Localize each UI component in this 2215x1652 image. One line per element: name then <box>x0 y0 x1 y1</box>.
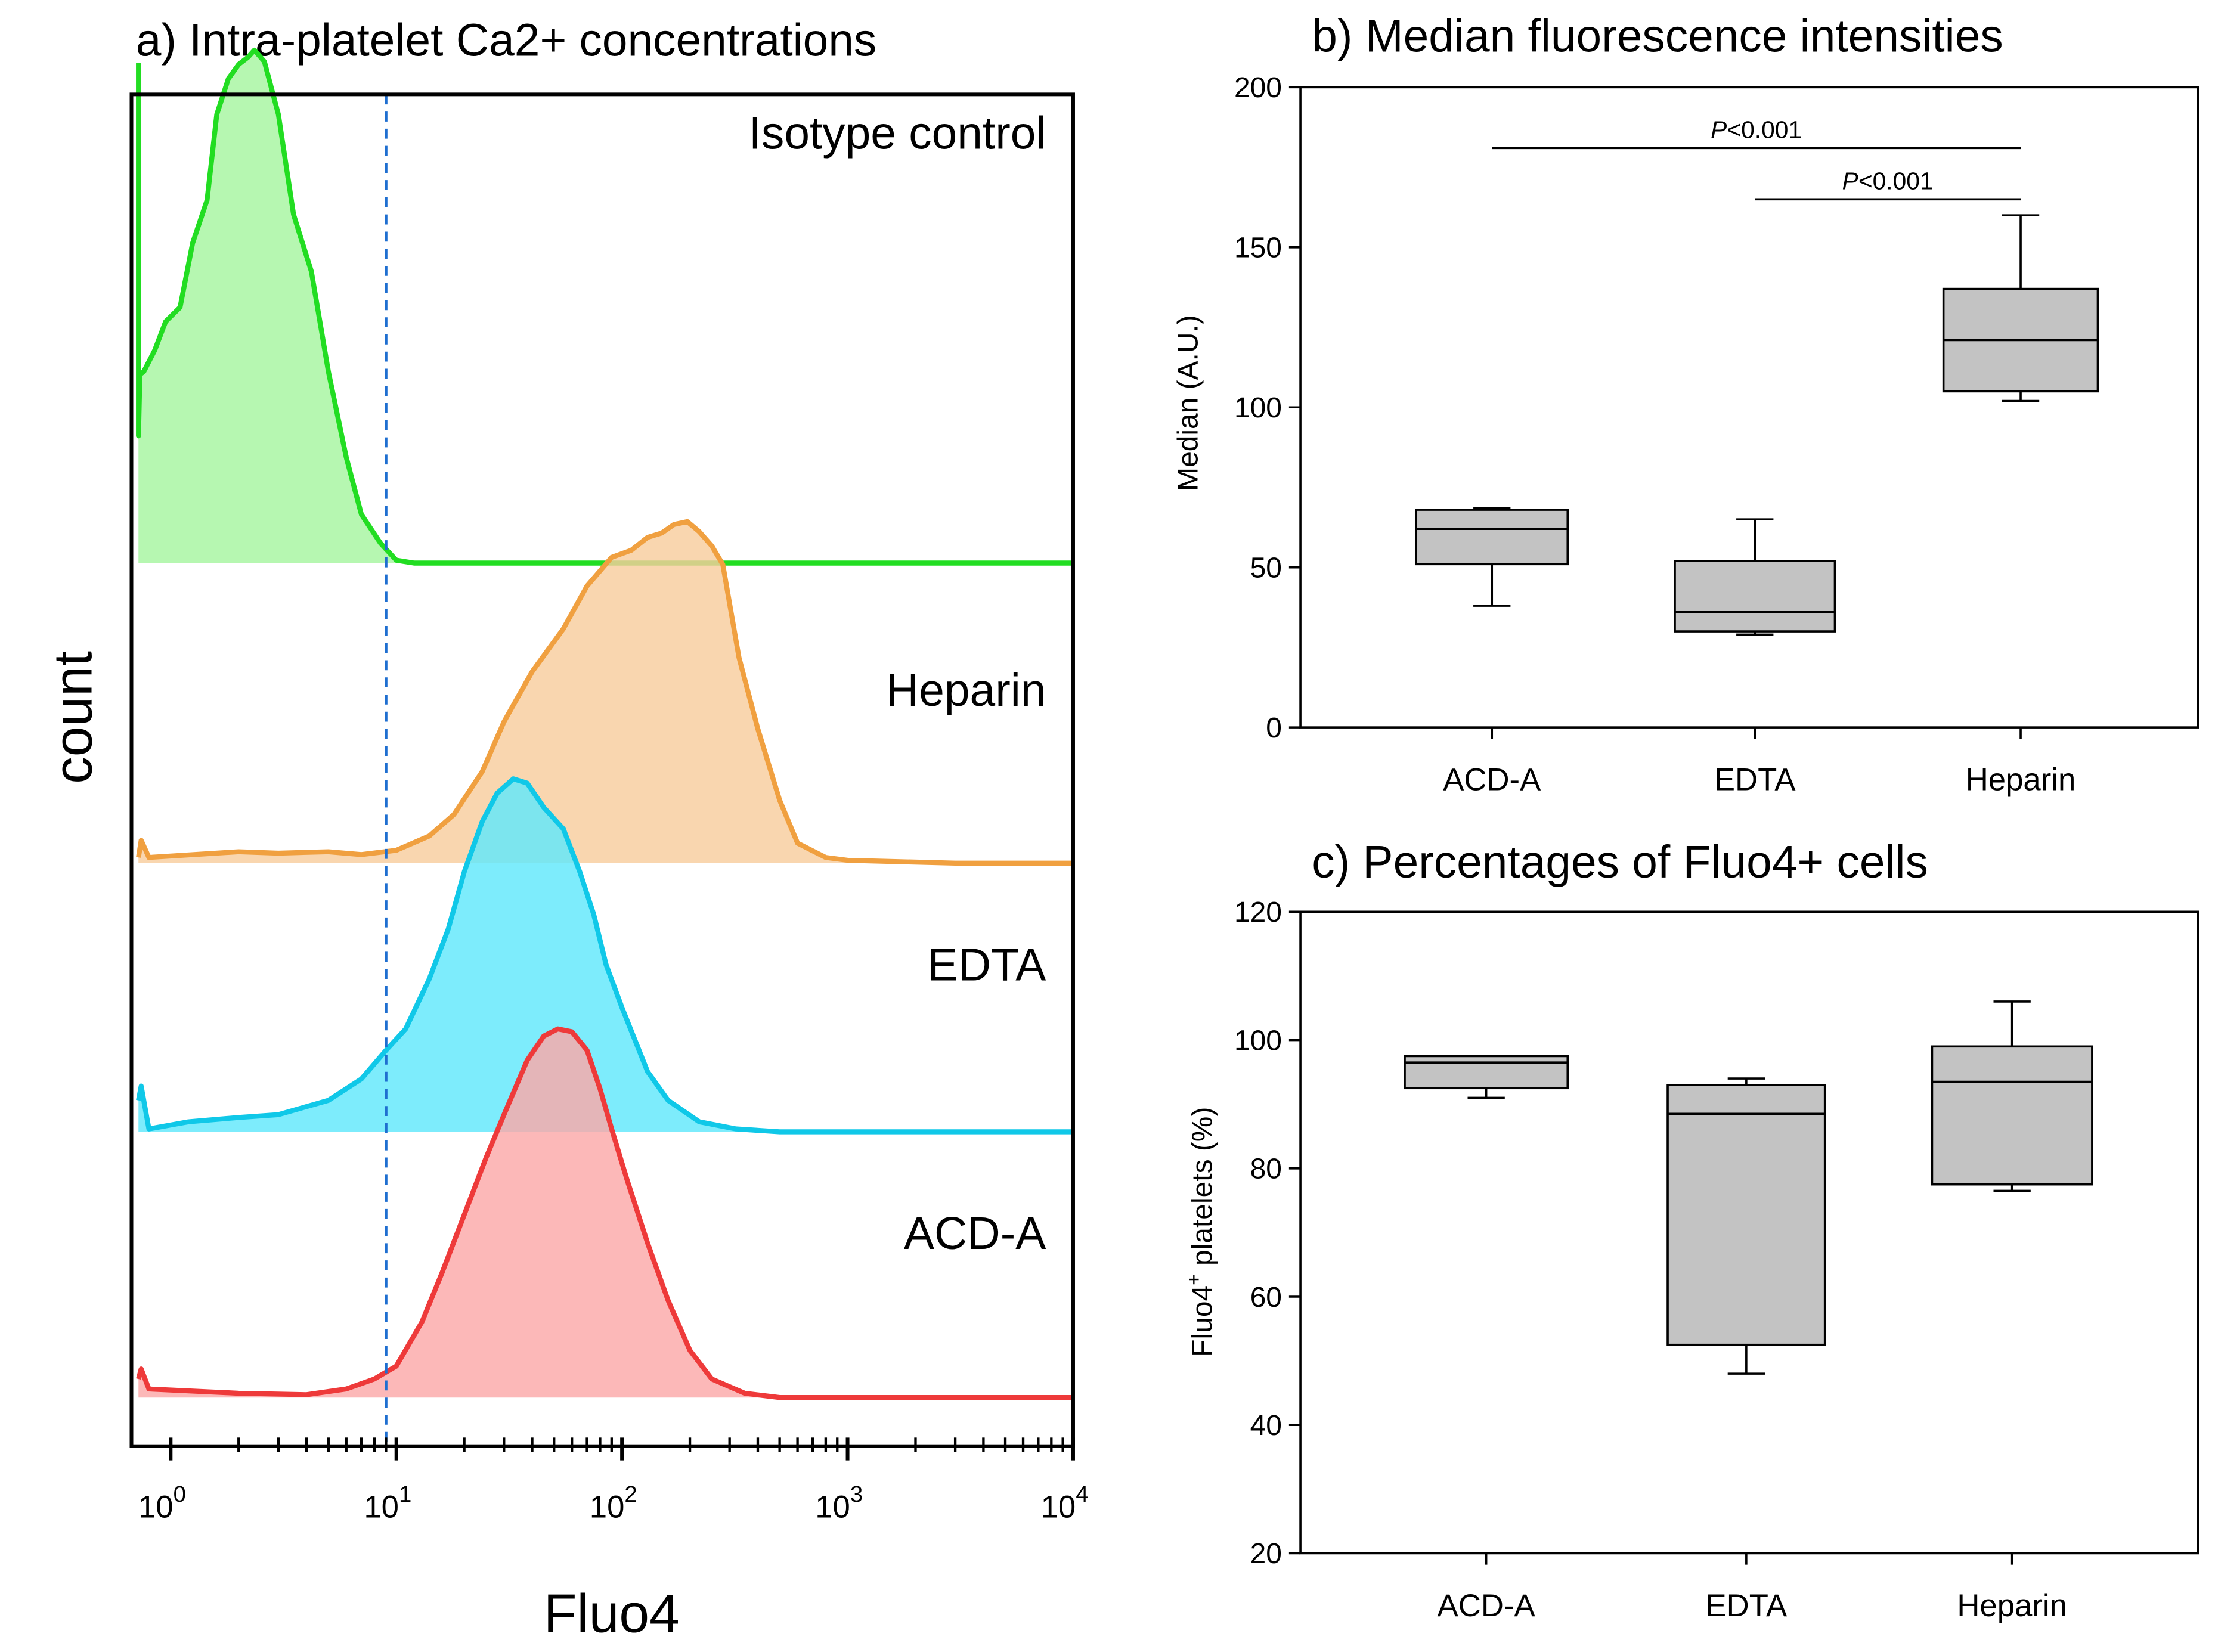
histogram-line-isotype-control <box>136 47 1073 566</box>
panel-b-y-label: Median (A.U.) <box>1172 315 1204 491</box>
panel-c-y-label-rest: platelets (%) <box>1187 1107 1218 1274</box>
y-tick-label: 100 <box>1234 1025 1282 1056</box>
panel-b-boxes <box>1415 214 2099 636</box>
x-tick-label-heparin: Heparin <box>1957 1588 2067 1623</box>
x-tick-exponent: 0 <box>174 1481 186 1507</box>
box-heparin <box>1931 1000 2093 1192</box>
x-tick-base: 10 <box>364 1490 399 1525</box>
y-tick-label: 150 <box>1234 233 1282 264</box>
panel-a-y-label: count <box>43 651 103 784</box>
box-acd-a <box>1415 507 1569 607</box>
x-tick-label: 102 <box>590 1481 637 1524</box>
panel-a-frame <box>129 92 1075 1448</box>
y-tick-label: 120 <box>1234 897 1282 928</box>
x-tick-base: 10 <box>815 1490 850 1525</box>
histogram-line-heparin <box>136 519 1073 866</box>
histogram-line-edta <box>136 776 1073 1135</box>
x-tick-exponent: 3 <box>850 1481 863 1507</box>
panel-c-y-label-main: Fluo4 <box>1187 1285 1218 1357</box>
box-heparin <box>1942 214 2099 402</box>
y-tick-label: 80 <box>1250 1154 1282 1185</box>
y-tick-label: 100 <box>1234 392 1282 424</box>
x-tick-base: 10 <box>138 1490 174 1525</box>
box-edta <box>1674 518 1836 636</box>
p-value: <0.001 <box>1858 167 1934 194</box>
x-tick-base: 10 <box>590 1490 625 1525</box>
significance-label: P<0.001 <box>1842 167 1934 194</box>
box-iqr <box>1404 1055 1569 1090</box>
panel-c-title: c) Percentages of Fluo4+ cells <box>1312 837 1928 888</box>
y-tick-label: 20 <box>1250 1538 1282 1570</box>
histogram-fill-edta <box>138 779 1073 1132</box>
panel-a-histogram: a) Intra-platelet Ca2+ concentrations 10… <box>43 16 1088 1644</box>
x-tick-exponent: 4 <box>1076 1481 1088 1507</box>
panel-b-boxplot: b) Median fluorescence intensities 0 50 10… <box>1172 11 2199 798</box>
y-tick-label: 200 <box>1234 72 1282 104</box>
series-label-isotype-control: Isotype control <box>749 108 1046 159</box>
p-symbol: P <box>1842 167 1858 194</box>
x-tick-exponent: 1 <box>399 1481 411 1507</box>
x-tick-label-edta: EDTA <box>1706 1588 1788 1623</box>
series-label-acd-a: ACD-A <box>904 1208 1046 1259</box>
y-tick-label: 0 <box>1266 712 1282 744</box>
box-iqr <box>1666 1084 1826 1346</box>
panel-c-boxplot: c) Percentages of Fluo4+ cells 20 40 60 80 1… <box>1183 837 2199 1623</box>
histogram-layers <box>136 47 1073 1400</box>
panel-a-x-label: Fluo4 <box>544 1583 680 1644</box>
y-tick-label: 60 <box>1250 1282 1282 1313</box>
panel-b-axes: 0 50 100 150 200 ACD-A EDTA Heparin <box>1234 72 2075 797</box>
x-tick-label-acd-a: ACD-A <box>1438 1588 1536 1623</box>
box-edta <box>1666 1077 1826 1375</box>
histogram-fill-acd-a <box>138 1028 1073 1398</box>
histogram-fill-heparin <box>138 521 1073 863</box>
panel-c-y-label: Fluo4+ platelets (%) <box>1183 1107 1218 1357</box>
histogram-line-acd-a <box>136 1026 1073 1400</box>
x-tick-label-acd-a: ACD-A <box>1443 763 1541 798</box>
box-iqr <box>1674 560 1836 633</box>
box-iqr <box>1415 509 1569 566</box>
x-tick-label: 101 <box>364 1481 411 1524</box>
histogram-fill-isotype-control <box>138 50 1073 563</box>
series-label-edta: EDTA <box>928 940 1046 990</box>
panel-c-axes: 20 40 60 80 100 120 ACD-A EDTA Heparin <box>1234 897 2067 1623</box>
panel-c-boxes <box>1404 1000 2093 1375</box>
box-iqr <box>1931 1045 2093 1186</box>
panel-b-title: b) Median fluorescence intensities <box>1312 11 2003 61</box>
x-tick-label: 104 <box>1041 1481 1089 1524</box>
x-tick-exponent: 2 <box>624 1481 637 1507</box>
y-tick-label: 40 <box>1250 1410 1282 1442</box>
p-symbol: P <box>1711 116 1727 144</box>
panel-a-series-labels: Isotype control Heparin EDTA ACD-A <box>749 108 1046 1259</box>
panel-c-frame <box>1299 910 2199 1555</box>
x-tick-label-edta: EDTA <box>1714 763 1796 798</box>
significance-label: P<0.001 <box>1711 116 1802 144</box>
y-tick-label: 50 <box>1250 552 1282 584</box>
x-tick-base: 10 <box>1041 1490 1076 1525</box>
x-tick-label-heparin: Heparin <box>1966 763 2076 798</box>
series-label-heparin: Heparin <box>886 665 1046 716</box>
x-tick-label: 100 <box>138 1481 186 1524</box>
box-acd-a <box>1404 1055 1569 1099</box>
panel-a-x-ticks <box>169 1437 1075 1461</box>
p-value: <0.001 <box>1727 116 1802 144</box>
panel-c-y-label-sup: + <box>1183 1273 1205 1285</box>
x-tick-label: 103 <box>815 1481 863 1524</box>
panel-a-x-tick-labels: 100 101 102 103 104 <box>138 1481 1089 1524</box>
